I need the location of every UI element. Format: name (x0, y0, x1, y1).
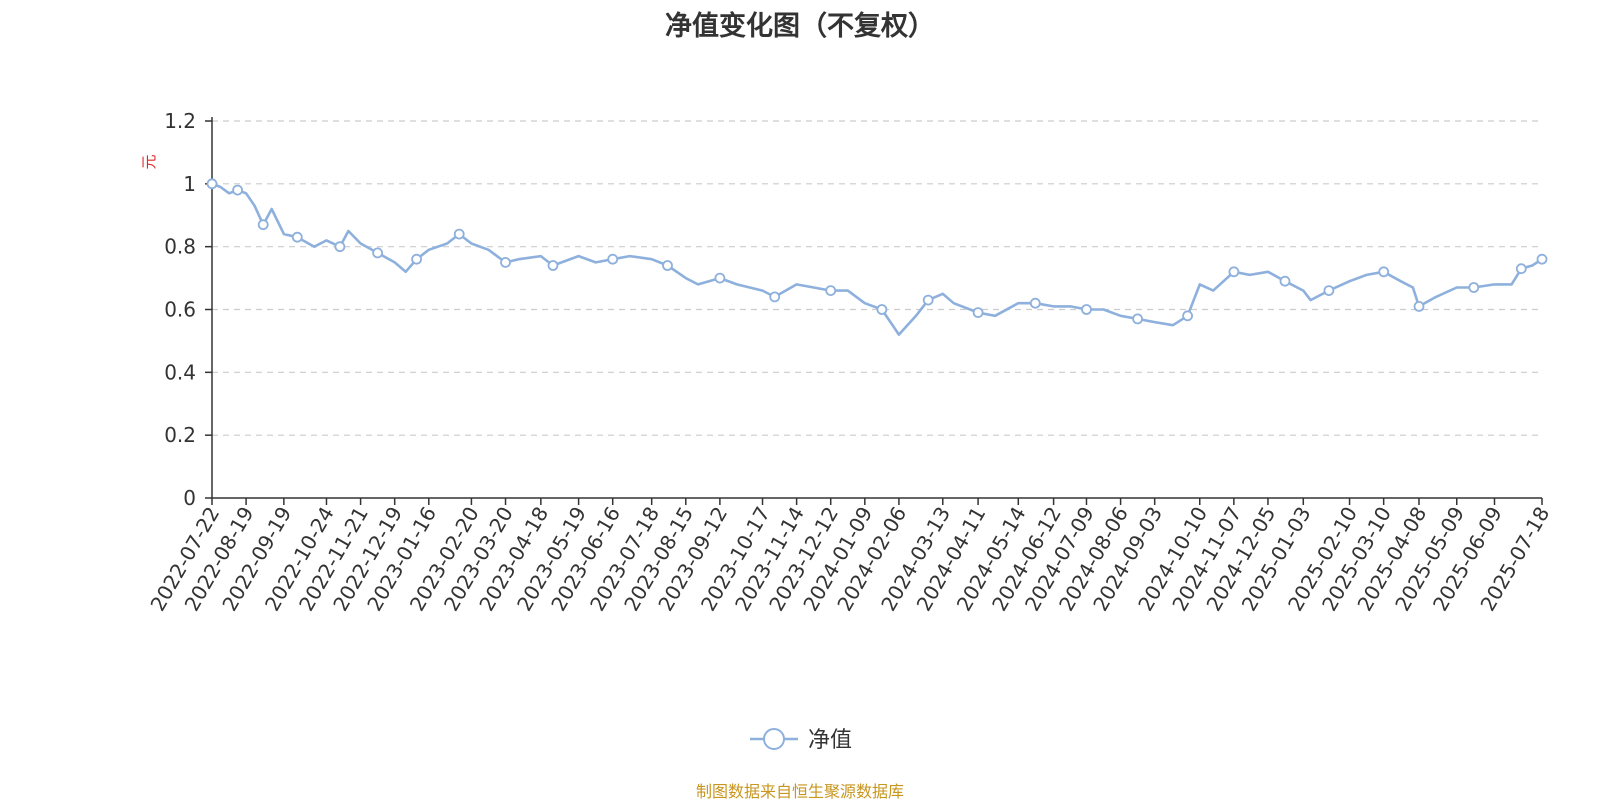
data-point[interactable] (1378, 266, 1390, 278)
x-tick-labels: 2022-07-222022-08-192022-09-192022-10-24… (145, 503, 1554, 616)
y-tick-label: 1.2 (164, 109, 196, 133)
axes (205, 117, 1543, 505)
data-point[interactable] (1323, 285, 1335, 297)
series-line (211, 182, 1543, 336)
data-point[interactable] (372, 247, 384, 259)
chart-title: 净值变化图（不复权） (665, 11, 935, 42)
grid-lines (212, 120, 1542, 436)
data-point[interactable] (1182, 310, 1193, 322)
source-note: 制图数据来自恒生聚源数据库 (695, 782, 904, 801)
data-point[interactable] (1413, 300, 1425, 312)
y-tick-label: 1 (183, 172, 196, 196)
y-tick-label: 0 (183, 486, 196, 510)
y-tick-label: 0.6 (164, 298, 196, 322)
data-point[interactable] (257, 219, 269, 231)
legend-marker-icon (763, 728, 785, 750)
legend-label: 净值 (808, 728, 852, 753)
data-point[interactable] (1515, 263, 1527, 275)
y-axis-label: 元 (140, 154, 158, 169)
data-point[interactable] (1029, 297, 1041, 309)
data-point[interactable] (1132, 313, 1143, 325)
data-point[interactable] (547, 260, 559, 271)
data-point[interactable] (662, 260, 673, 271)
y-tick-label: 0.8 (164, 235, 196, 259)
data-point[interactable] (972, 307, 984, 319)
data-point[interactable] (1279, 275, 1291, 287)
data-point[interactable] (1468, 282, 1480, 293)
data-point[interactable] (334, 241, 346, 253)
y-tick-label: 0.2 (164, 423, 196, 447)
data-point[interactable] (232, 184, 244, 196)
data-point[interactable] (922, 294, 934, 306)
data-point[interactable] (607, 253, 619, 265)
data-point[interactable] (1081, 304, 1092, 315)
y-tick-label: 0.4 (164, 360, 196, 384)
y-tick-labels: 0 0.2 0.4 0.6 0.8 1 1.2 (164, 109, 196, 510)
data-point[interactable] (1228, 266, 1240, 278)
legend[interactable]: 净值 (750, 728, 852, 753)
data-point[interactable] (876, 304, 888, 315)
data-point[interactable] (291, 231, 303, 243)
data-point[interactable] (453, 228, 465, 240)
data-point[interactable] (769, 291, 781, 303)
data-point[interactable] (500, 256, 511, 268)
data-point[interactable] (825, 285, 837, 297)
data-point[interactable] (1536, 253, 1548, 265)
data-point[interactable] (206, 178, 218, 190)
series-layer (206, 178, 1548, 336)
data-point[interactable] (714, 272, 726, 284)
data-point[interactable] (411, 253, 423, 265)
